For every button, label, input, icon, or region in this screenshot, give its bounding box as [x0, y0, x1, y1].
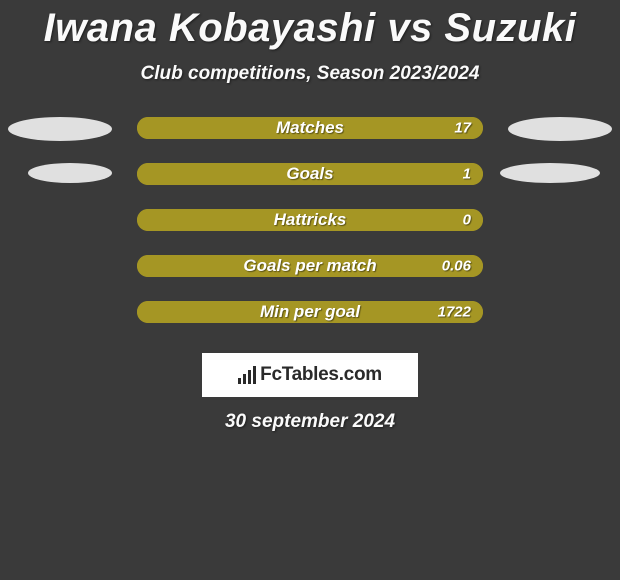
stat-bar-fill [137, 163, 483, 185]
date-line: 30 september 2024 [0, 411, 620, 433]
logo-text: FcTables.com [260, 364, 382, 386]
avatar-placeholder [8, 117, 112, 141]
stat-row: Matches17 [137, 117, 483, 139]
stat-bar-fill [137, 301, 483, 323]
stat-row: Goals per match0.06 [137, 255, 483, 277]
stat-row: Min per goal1722 [137, 301, 483, 323]
avatar-placeholder [28, 163, 112, 183]
stat-bar-fill [137, 209, 483, 231]
subtitle: Club competitions, Season 2023/2024 [0, 63, 620, 85]
avatar-placeholder [500, 163, 600, 183]
avatar-placeholder [508, 117, 612, 141]
page-title: Iwana Kobayashi vs Suzuki [0, 0, 620, 51]
logo-box: FcTables.com [202, 353, 418, 397]
stat-bar-fill [137, 117, 483, 139]
bar-chart-icon [238, 366, 256, 384]
stat-bars: Matches17 Goals1 Hattricks0 Goals per match… [137, 117, 483, 323]
stat-row: Hattricks0 [137, 209, 483, 231]
stats-area: Matches17 Goals1 Hattricks0 Goals per match… [0, 117, 620, 323]
stat-row: Goals1 [137, 163, 483, 185]
stat-bar-fill [137, 255, 483, 277]
